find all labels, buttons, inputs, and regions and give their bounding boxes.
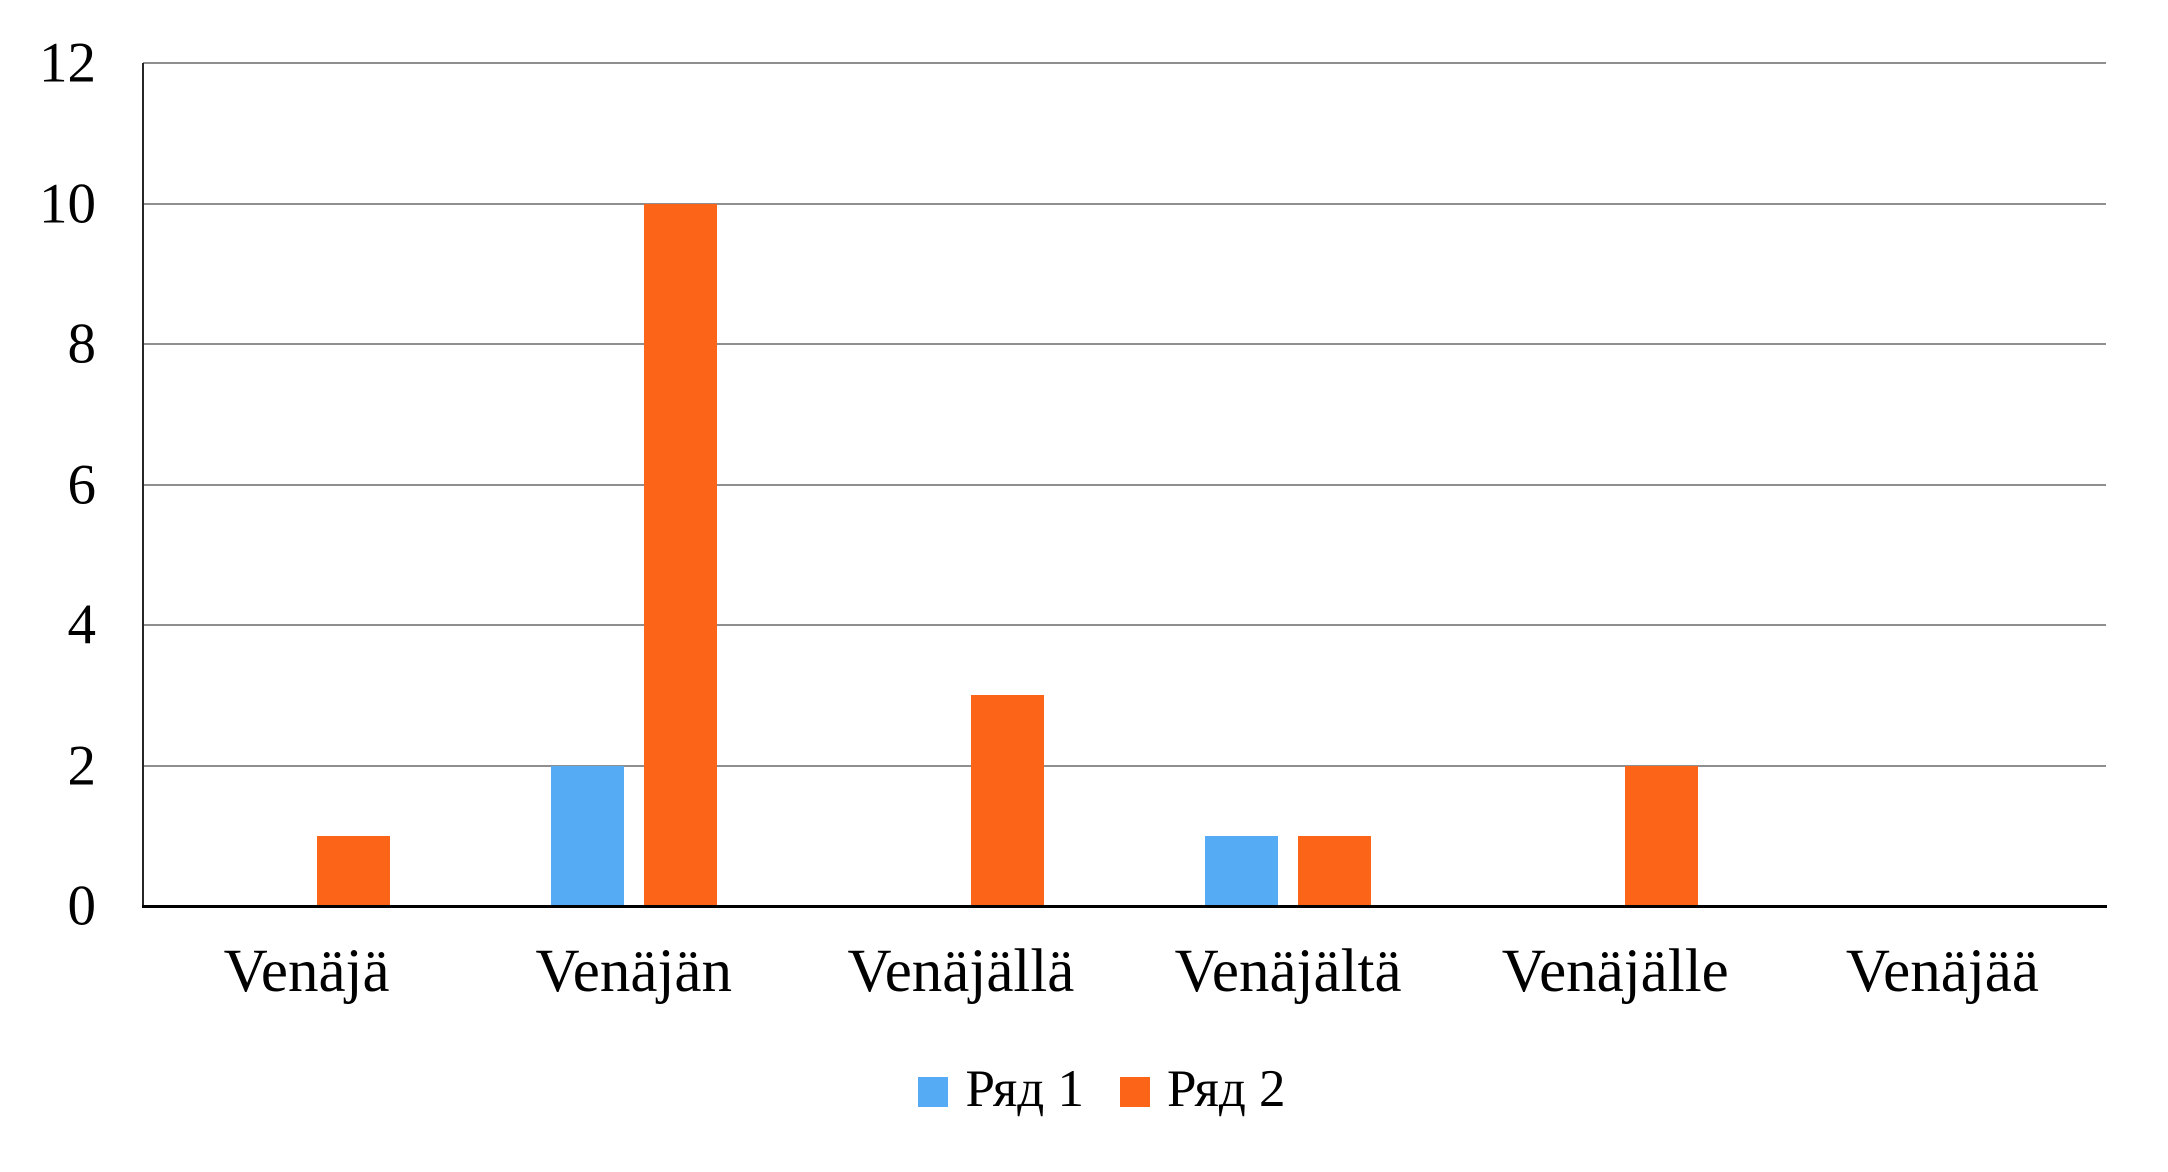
y-axis-line [142, 63, 144, 906]
legend: Ряд 1 Ряд 2 [0, 1058, 2168, 1122]
bar-series1-cat4 [1205, 835, 1279, 906]
plot-area [142, 62, 2107, 908]
y-tick-label: 12 [39, 31, 96, 95]
x-category-label: Venäjälle [1501, 938, 1729, 1005]
gridline [143, 764, 2106, 767]
legend-swatch-series1 [918, 1076, 949, 1107]
y-tick-label: 8 [67, 312, 97, 376]
gridline [143, 62, 2106, 64]
bar-series2-cat2 [643, 203, 717, 906]
gridline [143, 483, 2106, 486]
y-tick-label: 6 [67, 453, 97, 516]
legend-item-series1: Ряд 1 [918, 1058, 1084, 1122]
x-category-label: Venäjä [223, 938, 390, 1005]
x-category-label: Venäjän [535, 938, 732, 1005]
legend-swatch-series2 [1120, 1076, 1150, 1107]
bar-series2-cat4 [1298, 835, 1372, 906]
bar-series1-cat2 [550, 765, 624, 906]
bar-series2-cat1 [316, 835, 390, 906]
legend-item-series2: Ряд 2 [1120, 1058, 1286, 1122]
x-category-label: Venäjältä [1174, 938, 1402, 1005]
x-axis-line [142, 905, 2107, 908]
bar-series2-cat3 [970, 695, 1044, 906]
gridline [143, 343, 2106, 345]
x-category-label: Venäjää [1845, 938, 2039, 1005]
x-category-label: Venäjällä [847, 938, 1075, 1005]
gridline [143, 624, 2106, 626]
y-tick-label: 10 [39, 172, 96, 235]
y-tick-label: 2 [67, 734, 97, 797]
y-tick-label: 0 [67, 874, 97, 938]
gridline [143, 202, 2106, 205]
legend-label-series2: Ряд 2 [1167, 1060, 1286, 1118]
bar-series2-cat5 [1625, 765, 1699, 906]
y-tick-label: 4 [67, 593, 97, 657]
legend-label-series1: Ряд 1 [965, 1060, 1084, 1118]
